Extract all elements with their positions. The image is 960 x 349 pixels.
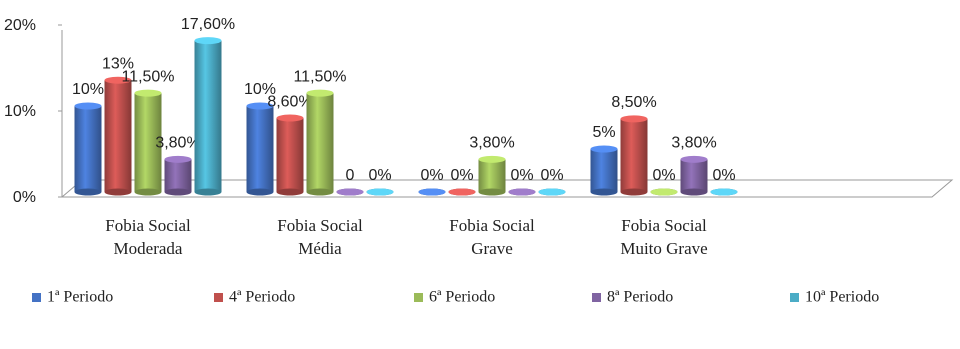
bar-cap (246, 102, 274, 110)
bar-cap (134, 89, 162, 97)
bar (164, 159, 192, 192)
bar-base (306, 188, 334, 196)
value-label: 17,60% (181, 16, 235, 33)
bar (246, 106, 274, 192)
bar-cap (710, 188, 738, 196)
value-label: 8,50% (611, 94, 656, 111)
value-label: 10% (244, 81, 276, 98)
value-label: 0% (652, 167, 675, 184)
legend-label: 4ª Periodo (229, 289, 295, 306)
x-tick-label: Fobia Social Grave (449, 216, 535, 258)
value-label: 5% (592, 124, 615, 141)
value-label: 0% (712, 167, 735, 184)
value-label: 13% (102, 55, 134, 72)
bar-cap (418, 188, 446, 196)
bar (276, 118, 304, 192)
bar-cap (366, 188, 394, 196)
bar (104, 80, 132, 192)
bar-cap (538, 188, 566, 196)
value-label: 3,80% (469, 135, 514, 152)
bar-cap (336, 188, 364, 196)
bar (590, 149, 618, 192)
bar-base (620, 188, 648, 196)
bar-cap (306, 89, 334, 97)
bar-base (590, 188, 618, 196)
legend-swatch (592, 293, 601, 302)
value-label: 0% (510, 167, 533, 184)
legend-swatch (414, 293, 423, 302)
legend-label: 8ª Periodo (607, 289, 673, 306)
bar (74, 106, 102, 192)
value-label: 0% (420, 167, 443, 184)
bar-base (104, 188, 132, 196)
bar-cap (508, 188, 536, 196)
value-label: 0 (346, 167, 355, 184)
value-label: 3,80% (155, 135, 200, 152)
legend-label: 6ª Periodo (429, 289, 495, 306)
bar-base (680, 188, 708, 196)
x-tick-label: Fobia Social Média (277, 216, 363, 258)
bar-base (478, 188, 506, 196)
value-label: 11,50% (121, 68, 174, 85)
bar (680, 159, 708, 192)
bar-base (164, 188, 192, 196)
bar-cap (478, 155, 506, 163)
y-tick-label: 10% (4, 103, 36, 120)
value-label: 11,50% (293, 68, 346, 85)
bar-cap (74, 102, 102, 110)
legend-swatch (790, 293, 799, 302)
legend-label: 1ª Periodo (47, 289, 113, 306)
bar (620, 118, 648, 192)
legend-label: 10ª Periodo (805, 289, 879, 306)
legend-swatch (32, 293, 41, 302)
x-tick-label: Fobia Social Moderada (105, 216, 191, 258)
y-tick-label: 0% (13, 189, 36, 206)
bar-cap (194, 37, 222, 45)
value-label: 3,80% (671, 135, 716, 152)
x-tick-label: Fobia Social Muito Grave (620, 216, 708, 258)
bar-cap (620, 115, 648, 123)
bar-cap (680, 155, 708, 163)
bar-base (134, 188, 162, 196)
value-label: 0% (450, 167, 473, 184)
value-label: 0% (540, 167, 563, 184)
value-label: 10% (72, 81, 104, 98)
bar-base (246, 188, 274, 196)
bar-base (74, 188, 102, 196)
bar-base (194, 188, 222, 196)
bar-cap (276, 114, 304, 122)
y-tick-label: 20% (4, 17, 36, 34)
bar (134, 93, 162, 192)
bar-cap (164, 155, 192, 163)
bar (306, 93, 334, 192)
bar-base (276, 188, 304, 196)
bar (194, 40, 222, 192)
bar-cap (650, 188, 678, 196)
legend-swatch (214, 293, 223, 302)
bar-cap (448, 188, 476, 196)
bar-cap (104, 76, 132, 84)
bar-cap (590, 145, 618, 153)
bar (478, 159, 506, 192)
value-label: 8,60% (267, 93, 312, 110)
value-label: 0% (368, 167, 391, 184)
